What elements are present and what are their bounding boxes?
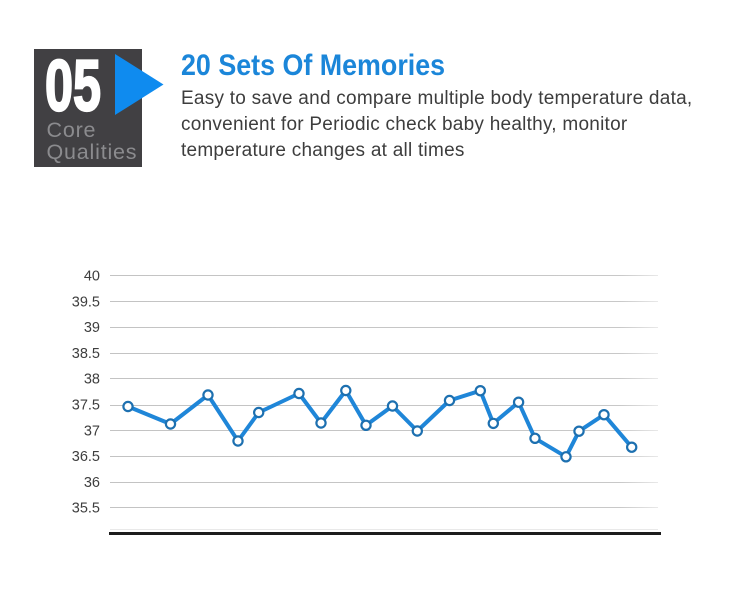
svg-text:36.5: 36.5 <box>72 449 100 465</box>
svg-text:39: 39 <box>84 320 100 336</box>
svg-text:37.5: 37.5 <box>72 398 100 414</box>
svg-text:38.5: 38.5 <box>72 346 100 362</box>
svg-text:36: 36 <box>84 475 100 491</box>
svg-text:35.5: 35.5 <box>72 501 100 517</box>
svg-text:38: 38 <box>84 372 100 388</box>
svg-text:37: 37 <box>84 423 100 439</box>
svg-text:39.5: 39.5 <box>72 294 100 310</box>
svg-text:40: 40 <box>84 269 100 285</box>
